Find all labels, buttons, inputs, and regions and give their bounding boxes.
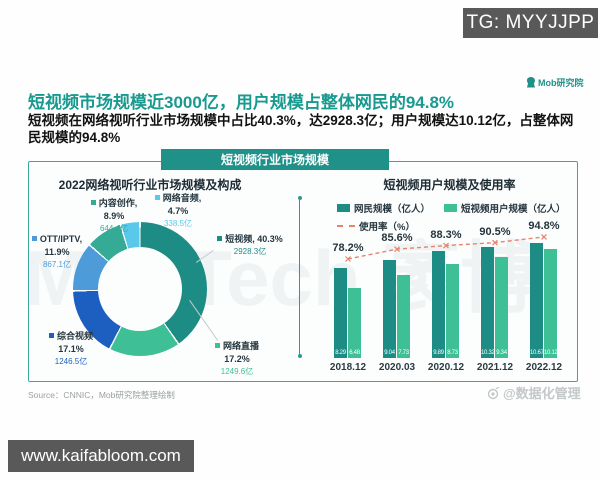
usage-rate-dash-icon — [337, 225, 355, 227]
weibo-watermark-text: @数据化管理 — [503, 386, 581, 401]
legend-swatch-icon — [31, 236, 37, 241]
bar-value-label: 9.04 — [384, 350, 395, 356]
bar-shortvideo — [495, 257, 508, 358]
bar-value-label: 8.73 — [447, 350, 458, 356]
bar-legend-row2: 使用率（%） — [337, 219, 415, 233]
legend-swatch-icon — [48, 333, 54, 338]
line-marker-icon — [443, 242, 449, 249]
x-axis-label: 2020.03 — [378, 362, 416, 373]
charts-divider — [297, 196, 302, 358]
weibo-icon — [487, 386, 500, 399]
usage-rate-label: 85.6% — [381, 232, 413, 245]
bar-value-label: 10.32 — [481, 350, 495, 356]
mob-logo-text: Mob研究院 — [538, 78, 584, 88]
bar-chart-plot: 8.29 6.48 2018.12 78.2% 9.04 7.73 2020.03 85.6%… — [315, 203, 578, 373]
donut-hole — [98, 247, 182, 331]
weibo-watermark: @数据化管理 — [486, 383, 581, 402]
page-subtitle: 短视频在网络视听行业市场规模中占比40.3%，达2928.3亿；用户规模达10.… — [28, 113, 574, 146]
line-marker-icon — [394, 246, 400, 253]
legend-swatch-icon — [217, 236, 223, 241]
bar-value-label: 9.34 — [496, 350, 507, 356]
line-marker-icon — [541, 233, 547, 240]
tg-watermark-box: TG: MYYJJPP — [463, 8, 598, 38]
usage-rate-label: 90.5% — [479, 225, 511, 238]
bar-netizen — [432, 251, 445, 358]
x-axis-label: 2020.12 — [427, 362, 465, 373]
legend-usage-rate: 使用率（%） — [337, 219, 415, 233]
mob-logo-icon — [527, 77, 535, 88]
pie-label-composite: 综合视频 17.1% 1246.5亿 — [38, 330, 104, 368]
legend-swatch-icon — [214, 343, 220, 348]
bar-shortvideo — [348, 288, 361, 358]
bar-netizen — [383, 260, 396, 358]
bar-value-label: 8.29 — [335, 350, 346, 356]
usage-rate-line — [345, 233, 547, 262]
line-marker-icon — [492, 239, 498, 246]
shortvideo-swatch-icon — [444, 204, 458, 212]
netizen-swatch-icon — [337, 204, 350, 212]
legend-netizen: 网民规模（亿人） — [337, 201, 430, 215]
usage-rate-label: 94.8% — [528, 219, 560, 232]
pie-label-ott: OTT/IPTV, 11.9% 867.1亿 — [26, 233, 88, 271]
url-watermark-text: www.kaifabloom.com — [21, 446, 181, 465]
legend-swatch-icon — [154, 195, 160, 200]
bar-value-label: 9.89 — [433, 350, 444, 356]
bar-legend-row1: 网民规模（亿人） 短视频用户规模（亿人） — [337, 201, 566, 215]
section-banner: 短视频行业市场规模 — [161, 149, 389, 170]
pie-label-audio: 网络音频, 4.7% 338.5亿 — [148, 192, 208, 230]
tg-watermark-text: TG: MYYJJPP — [466, 12, 595, 33]
donut-chart-title: 2022网络视听行业市场规模及构成 — [58, 178, 242, 192]
pie-label-content: 内容创作, 8.9% 644.4亿 — [84, 197, 144, 235]
bar-value-label: 6.48 — [349, 350, 360, 356]
x-axis-label: 2022.12 — [525, 362, 563, 373]
legend-swatch-icon — [90, 200, 96, 205]
bar-netizen — [334, 268, 347, 358]
bar-shortvideo — [446, 263, 459, 358]
bar-netizen — [481, 246, 494, 358]
source-note: Source：CNNIC，Mob研究院整理绘制 — [28, 390, 175, 400]
bar-shortvideo — [544, 248, 557, 358]
usage-rate-label: 88.3% — [430, 228, 462, 241]
bar-value-label: 7.73 — [398, 350, 409, 356]
bar-value-label: 10.67 — [530, 350, 544, 356]
line-marker-icon — [345, 256, 351, 262]
bar-chart-title: 短视频用户规模及使用率 — [383, 178, 516, 192]
mob-logo: Mob研究院 — [526, 76, 584, 89]
x-axis-label: 2018.12 — [329, 362, 367, 373]
x-axis-label: 2021.12 — [476, 362, 514, 373]
bar-netizen — [530, 242, 543, 358]
usage-rate-label: 78.2% — [332, 242, 364, 254]
donut-chart — [73, 222, 207, 356]
legend-shortvideo-users: 短视频用户规模（亿人） — [444, 201, 566, 215]
pie-label-shortvideo: 短视频, 40.3% 2928.3亿 — [210, 233, 290, 258]
page-title: 短视频市场规模近3000亿，用户规模占整体网民的94.8% — [28, 93, 455, 112]
bar-shortvideo — [397, 274, 410, 358]
bar-value-label: 10.12 — [544, 350, 558, 356]
url-watermark-box: www.kaifabloom.com — [8, 440, 194, 472]
pie-label-live: 网络直播 17.2% 1249.6亿 — [203, 340, 271, 378]
